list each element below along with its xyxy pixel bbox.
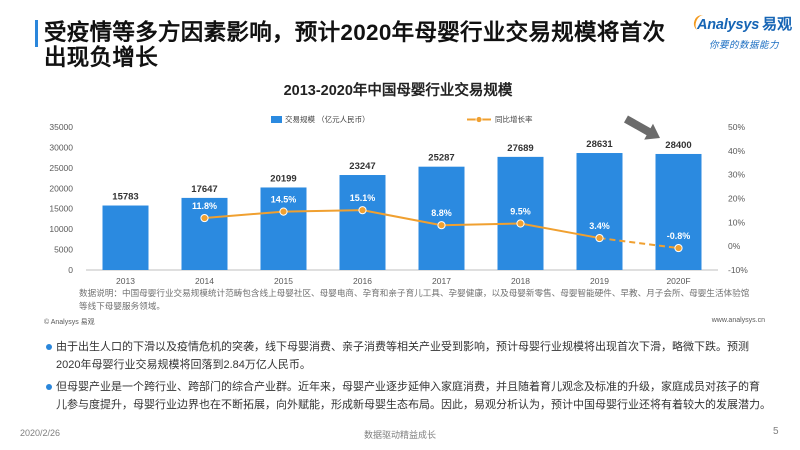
footer-date: 2020/2/26 (20, 428, 61, 438)
y-left-tick-label: 35000 (49, 122, 73, 132)
y-left-tick-label: 15000 (49, 204, 73, 214)
growth-label-2014: 11.8% (192, 201, 217, 211)
bar-2016 (339, 175, 386, 270)
page-title: 受疫情等多方因素影响，预计2020年母婴行业交易规模将首次 出现负增长 (44, 20, 665, 70)
growth-label-2018: 9.5% (510, 207, 531, 217)
combo-chart: 0 5000 10000 15000 20000 25000 30000 35000 -10% 0… (49, 115, 748, 286)
growth-point-2019 (595, 233, 604, 243)
chart-title: 2013-2020年中国母婴行业交易规模 (283, 83, 513, 99)
title-accent-bar (35, 20, 38, 47)
x-tick-label-2014: 2014 (195, 276, 214, 286)
website-link[interactable]: www.analysys.cn (711, 317, 765, 324)
bullet-dot-icon (46, 344, 52, 350)
page-number: 5 (773, 426, 779, 437)
bar-value-label-2014: 17647 (191, 184, 217, 195)
y-left-tick-label: 10000 (49, 224, 73, 234)
bullet-line: 由于出生人口的下滑以及疫情危机的突袭，线下母婴消费、亲子消费等相关产业受到影响，… (56, 341, 749, 353)
bar-value-label-2015: 20199 (270, 173, 296, 184)
bullet-list: 由于出生人口的下滑以及疫情危机的突袭，线下母婴消费、亲子消费等相关产业受到影响，… (44, 338, 771, 418)
bar-2014 (181, 197, 228, 270)
bar-2017 (418, 166, 465, 270)
legend-label-volume: 交易规模 （亿元人民币） (285, 115, 370, 124)
bar-value-label-2019: 28631 (586, 139, 613, 150)
bullet-dot-icon (46, 384, 52, 390)
growth-label-2017: 8.8% (431, 208, 452, 218)
bar-value-label-2013: 15783 (112, 192, 138, 203)
x-tick-label-2013: 2013 (116, 276, 135, 286)
bar-value-label-2016: 23247 (349, 161, 375, 172)
bar-value-label-2017: 25287 (428, 153, 454, 164)
copyright-text: © Analysys 易观 (44, 319, 95, 326)
y-right-tick-label: 30% (728, 170, 745, 180)
x-tick-label-2018: 2018 (511, 276, 530, 286)
y-right-tick-label: 20% (728, 194, 745, 204)
x-tick-label-2017: 2017 (432, 276, 451, 286)
logo-brand-cn: 易观 (762, 16, 793, 33)
chart-note-line: 数据说明：中国母婴行业交易规模统计范畴包含线上母婴社区、母婴电商、孕育和亲子育儿… (79, 288, 750, 298)
bar-2018 (497, 156, 544, 270)
logo-brand: Analysys (697, 17, 760, 33)
x-tick-label-2016: 2016 (353, 276, 372, 286)
growth-point-2020F (674, 243, 683, 253)
x-tick-label-2019: 2019 (590, 276, 609, 286)
growth-line (204, 209, 600, 240)
y-left-tick-label: 25000 (49, 163, 73, 173)
legend-line-swatch (467, 116, 491, 123)
growth-line-forecast (599, 237, 679, 250)
growth-point-2015 (279, 207, 288, 216)
bar-value-label-2020F: 28400 (665, 140, 691, 151)
x-tick-label-2020F: 2020F (666, 276, 690, 286)
growth-point-2016 (358, 206, 367, 215)
y-right-tick-label: 40% (728, 146, 745, 156)
bullet-item: 但母婴产业是一个跨行业、跨部门的综合产业群。近年来，母婴产业逐步延伸入家庭消费，… (44, 378, 771, 414)
growth-label-2020F: -0.8% (667, 231, 691, 241)
bar-2019 (576, 153, 623, 270)
chart-note-line: 等线下母婴服务领域。 (79, 301, 165, 311)
growth-point-2018 (516, 219, 525, 228)
bar-2015 (260, 187, 307, 270)
bullet-line: 儿参与度提升，母婴行业边界也在不断拓展，向外赋能，形成新母婴生态布局。因此，易观… (56, 399, 771, 411)
footer-slogan: 数据驱动精益成长 (363, 430, 436, 440)
y-right-tick-label: 10% (728, 217, 745, 227)
y-left-tick-label: 0 (68, 265, 73, 275)
growth-label-2019: 3.4% (589, 221, 610, 231)
y-right-tick-label: 0% (728, 241, 741, 251)
analysys-logo: Analysys 易观 你要的数据能力 (691, 13, 793, 51)
growth-label-2015: 14.5% (271, 195, 297, 205)
logo-tagline: 你要的数据能力 (709, 40, 780, 51)
bullet-text: 但母婴产业是一个跨行业、跨部门的综合产业群。近年来，母婴产业逐步延伸入家庭消费，… (56, 378, 771, 414)
legend-item-growth: 同比增长率 (467, 115, 533, 124)
growth-point-2014 (200, 213, 209, 223)
legend-item-volume: 交易规模 （亿元人民币） (271, 115, 370, 124)
y-right-tick-label: -10% (728, 265, 748, 275)
page-title-line: 受疫情等多方因素影响，预计2020年母婴行业交易规模将首次 (44, 20, 666, 45)
bullet-line: 但母婴产业是一个跨行业、跨部门的综合产业群。近年来，母婴产业逐步延伸入家庭消费，… (56, 381, 760, 393)
bullet-line: 2020年母婴行业交易规模将回落到2.84万亿人民币。 (56, 359, 311, 371)
highlight-arrow (624, 115, 660, 140)
y-left-tick-label: 5000 (54, 245, 73, 255)
legend-bar-swatch (271, 116, 282, 123)
growth-label-2016: 15.1% (350, 193, 376, 203)
y-left-tick-label: 30000 (49, 142, 73, 152)
legend-label-growth: 同比增长率 (495, 115, 533, 124)
bar-2020F (655, 153, 702, 270)
y-right-tick-label: 50% (728, 122, 745, 132)
growth-point-2017 (437, 221, 446, 230)
bullet-item: 由于出生人口的下滑以及疫情危机的突袭，线下母婴消费、亲子消费等相关产业受到影响，… (44, 338, 771, 374)
chart-data-note: 数据说明：中国母婴行业交易规模统计范畴包含线上母婴社区、母婴电商、孕育和亲子育儿… (79, 287, 749, 313)
page-title-line: 出现负增长 (44, 45, 159, 70)
x-tick-label-2015: 2015 (274, 276, 293, 286)
bullet-text: 由于出生人口的下滑以及疫情危机的突袭，线下母婴消费、亲子消费等相关产业受到影响，… (56, 338, 771, 374)
bar-2013 (102, 205, 149, 270)
bar-value-label-2018: 27689 (507, 143, 533, 154)
y-left-tick-label: 20000 (49, 183, 73, 193)
